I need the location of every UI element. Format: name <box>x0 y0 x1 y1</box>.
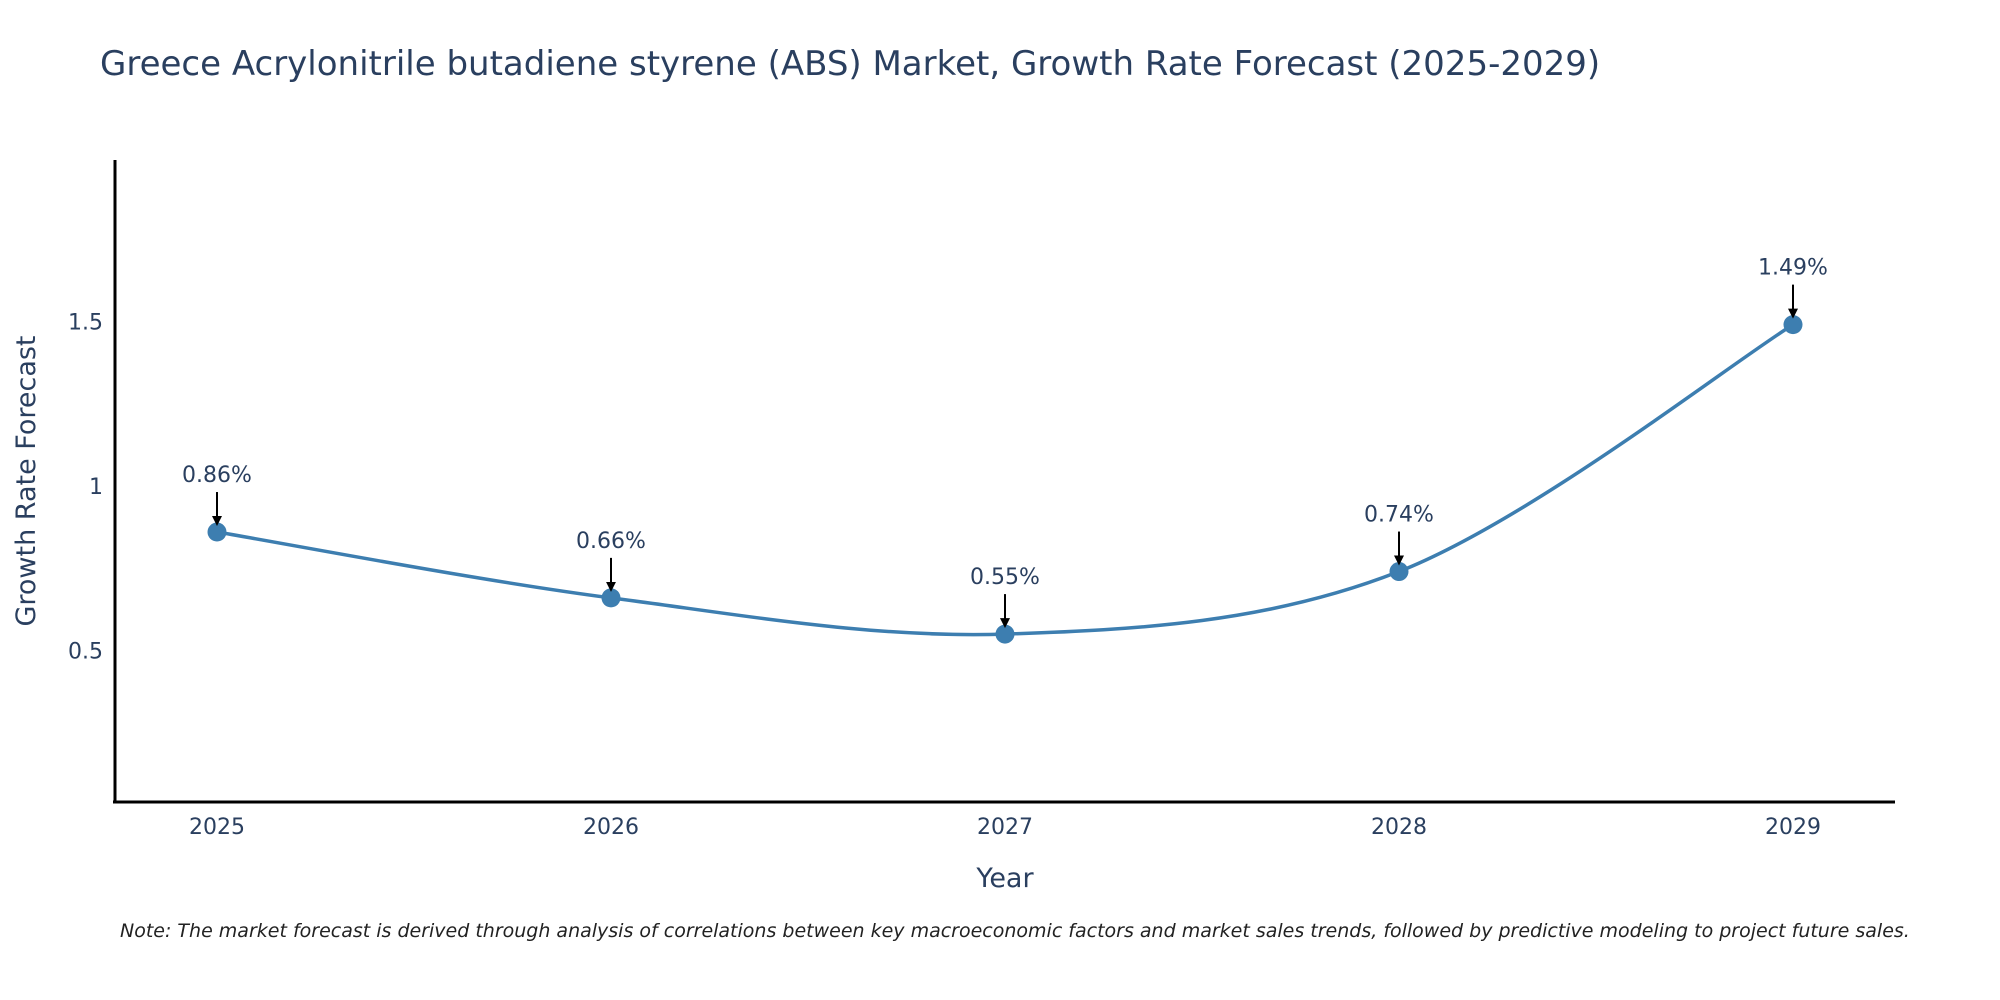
y-tick-labels: 0.5 1 1.5 <box>68 310 103 664</box>
y-tick-label: 1 <box>89 475 103 500</box>
x-tick-labels: 2025 2026 2027 2028 2029 <box>189 815 1821 840</box>
data-label: 0.66% <box>576 529 646 554</box>
y-tick-label: 1.5 <box>68 310 103 335</box>
y-tick-label: 0.5 <box>68 640 103 665</box>
x-tick-label: 2027 <box>977 815 1033 840</box>
data-label: 0.74% <box>1364 503 1434 528</box>
data-label: 0.55% <box>970 565 1040 590</box>
x-tick-label: 2029 <box>1765 815 1821 840</box>
data-point-marker <box>995 624 1015 644</box>
data-label: 1.49% <box>1758 256 1828 281</box>
x-tick-label: 2026 <box>583 815 639 840</box>
data-point-marker <box>207 522 227 542</box>
series <box>207 315 1803 644</box>
data-point-marker <box>1389 562 1409 582</box>
data-point-marker <box>601 588 621 608</box>
axes <box>113 160 1895 804</box>
x-axis-title: Year <box>975 863 1034 894</box>
data-point-marker <box>1783 315 1803 335</box>
series-line <box>216 323 1794 637</box>
x-tick-label: 2025 <box>189 815 245 840</box>
data-label: 0.86% <box>182 463 252 488</box>
chart-title: Greece Acrylonitrile butadiene styrene (… <box>100 44 1601 84</box>
chart-note: Note: The market forecast is derived thr… <box>120 920 1910 942</box>
y-axis-title: Growth Rate Forecast <box>11 335 42 626</box>
annotations: 0.86% 0.66% 0.55% 0.74% 1.49% <box>182 256 1828 629</box>
x-tick-label: 2028 <box>1371 815 1427 840</box>
